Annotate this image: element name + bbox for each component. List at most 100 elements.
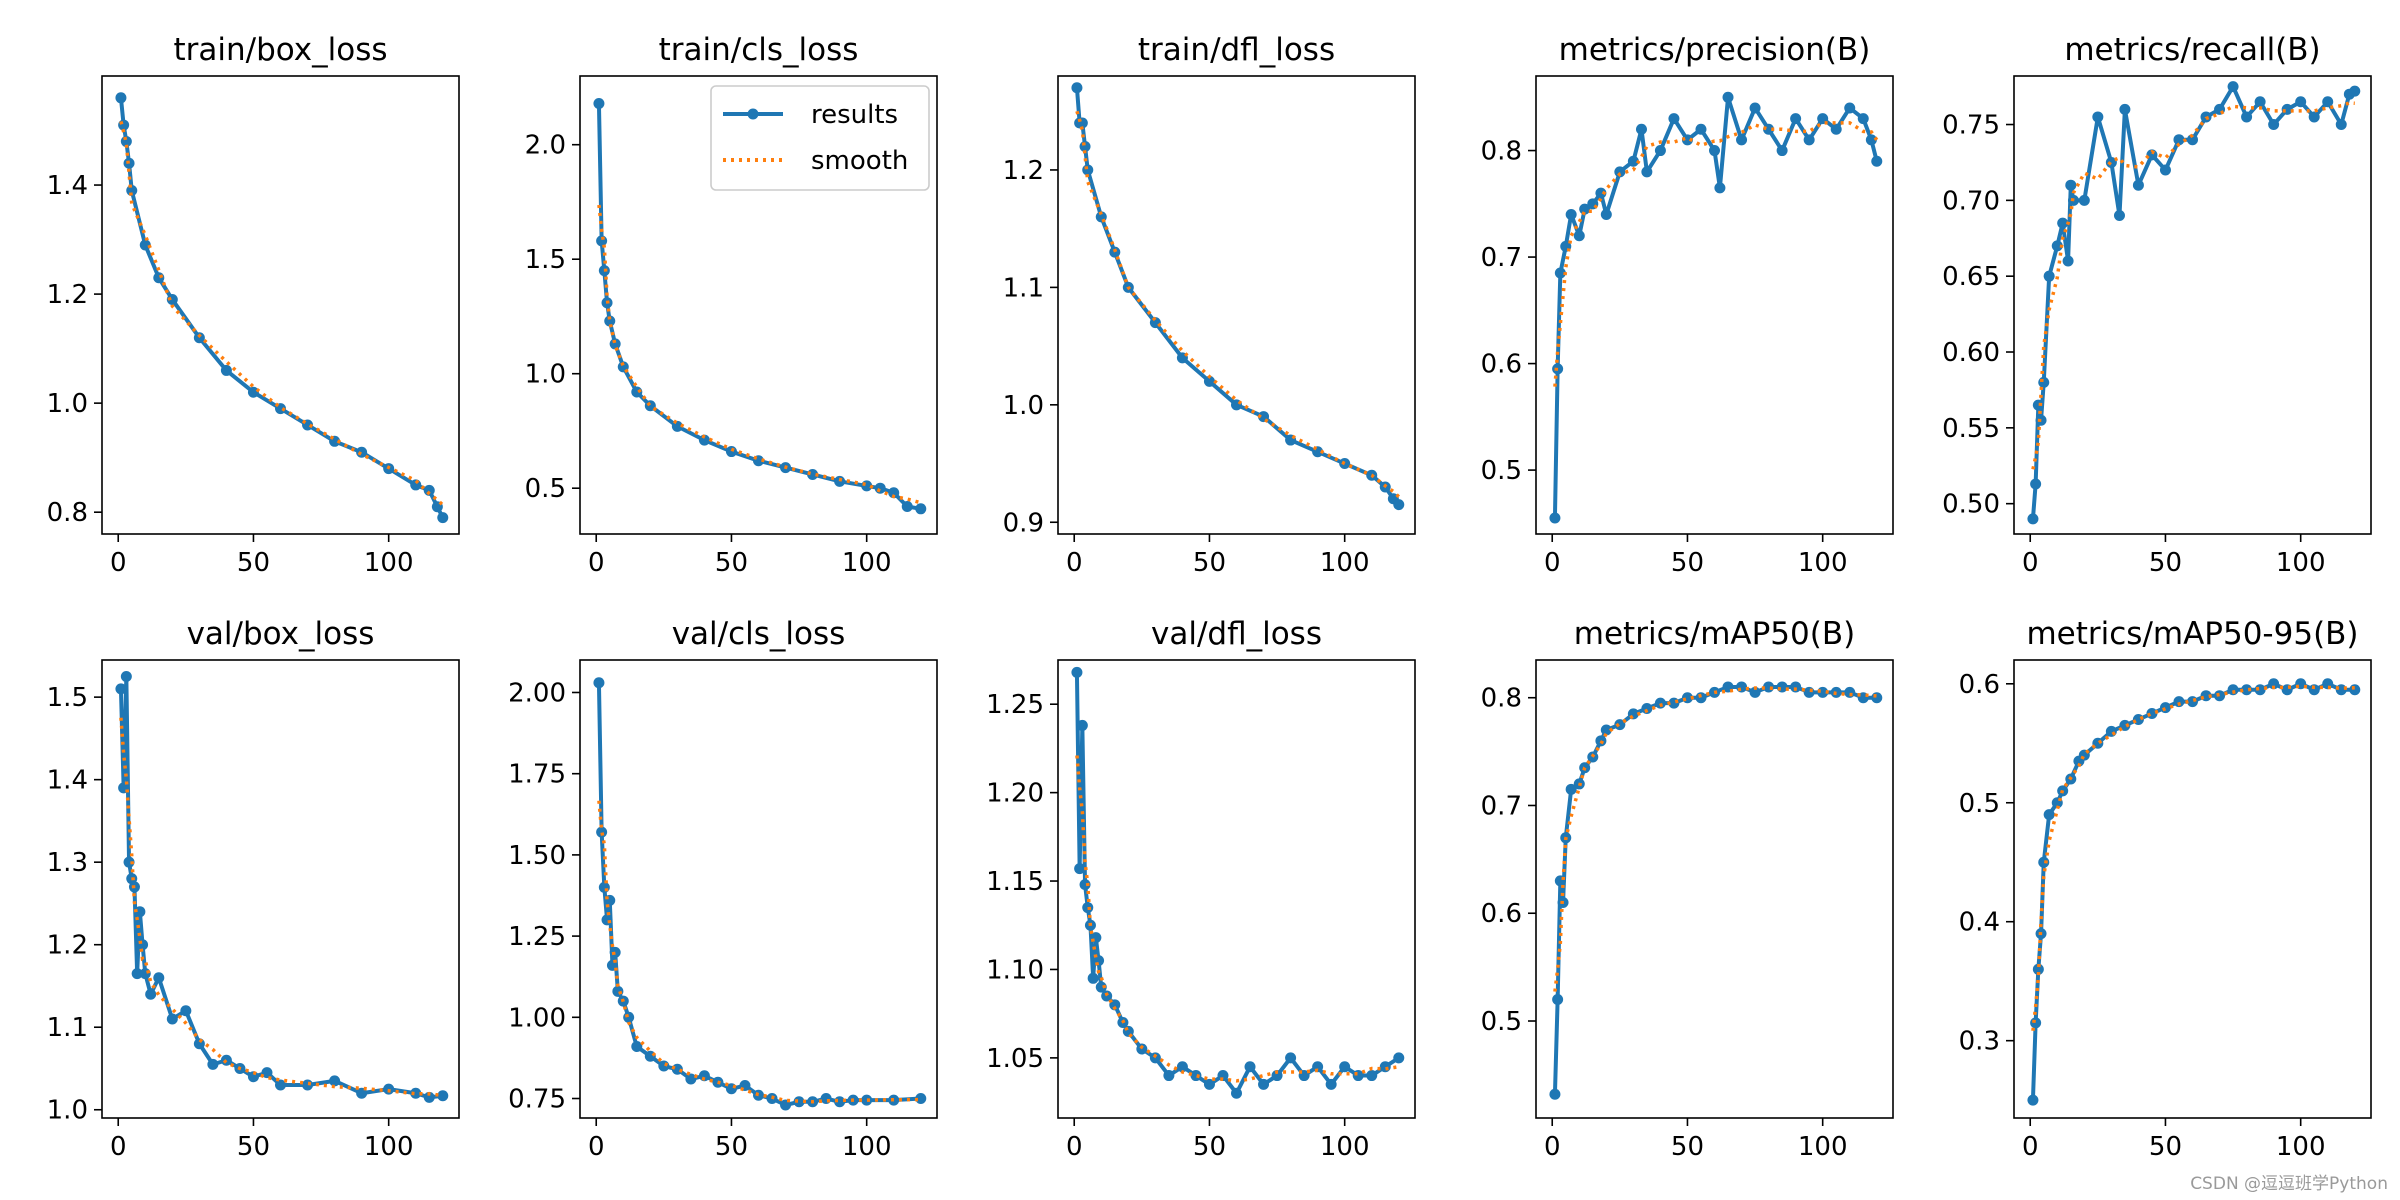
y-tick-label: 0.5 (1481, 456, 1522, 486)
results-point (2308, 684, 2320, 696)
results-point (1565, 783, 1577, 795)
y-tick-label: 1.0 (525, 360, 566, 390)
x-tick-label: 100 (2276, 1132, 2326, 1162)
results-point (1176, 1061, 1188, 1073)
results-point (1095, 981, 1107, 993)
y-tick-label: 1.0 (47, 1096, 88, 1126)
results-point (1366, 1070, 1378, 1082)
results-point (2349, 85, 2361, 97)
axes-frame (2013, 659, 2372, 1119)
results-point (180, 1005, 192, 1017)
results-point (1109, 246, 1121, 258)
results-point (137, 939, 149, 951)
y-tick-label: 0.60 (1942, 338, 2000, 368)
results-point (1076, 719, 1088, 731)
results-point (2092, 111, 2104, 123)
y-tick-label: 0.4 (1959, 908, 2000, 938)
results-line (1552, 95, 1879, 519)
results-point (193, 1038, 205, 1050)
y-tick-label: 0.7 (1481, 243, 1522, 273)
results-line (1074, 672, 1400, 1096)
subplot-title: train/dfl_loss (1138, 32, 1335, 68)
y-tick-label: 1.4 (47, 171, 88, 201)
results-point (1749, 102, 1761, 114)
x-tick-label: 50 (237, 1132, 270, 1162)
y-tick-label: 1.5 (525, 245, 566, 275)
results-point (2241, 684, 2253, 696)
x-tick-label: 50 (1671, 548, 1704, 578)
results-point (2173, 134, 2185, 146)
results-point (1776, 145, 1788, 157)
results-point (2254, 96, 2266, 108)
results-point (2241, 111, 2253, 123)
x-tick-label: 50 (2149, 1132, 2182, 1162)
results-point (901, 501, 913, 513)
results-point (685, 1073, 697, 1085)
results-point (2113, 210, 2125, 222)
results-point (1803, 134, 1815, 146)
results-point (604, 315, 616, 327)
results-point (2146, 149, 2158, 161)
y-tick-label: 1.10 (986, 955, 1044, 985)
y-tick-label: 0.75 (1942, 111, 2000, 141)
results-point (2268, 119, 2280, 131)
results-point (1614, 166, 1626, 178)
y-tick-label: 1.0 (1003, 391, 1044, 421)
smooth-line (119, 120, 444, 507)
axes-frame (101, 659, 460, 1119)
results-point (2105, 156, 2117, 168)
results-line (1552, 684, 1877, 1095)
y-tick-label: 0.70 (1942, 186, 2000, 216)
results-line (118, 97, 445, 519)
x-tick-label: 0 (1544, 548, 1561, 578)
y-tick-label: 0.8 (47, 498, 88, 528)
results-point (1079, 879, 1091, 891)
subplot-metrics-map50-95-b-: metrics/mAP50-95(B) 0 50 100 0.3 0.4 0.5 0.6 (1959, 616, 2372, 1162)
subplot-val-box-loss: val/box_loss 0 50 100 1.0 1.1 1.2 1.3 1.4 1.5 (47, 616, 460, 1162)
x-tick-label: 50 (2149, 548, 2182, 578)
results-point (1614, 719, 1626, 731)
smooth-line (1553, 121, 1879, 387)
results-point (1635, 123, 1647, 135)
axes-frame (579, 75, 938, 535)
results-point (593, 97, 605, 109)
y-tick-label: 0.5 (1959, 789, 2000, 819)
results-point (2105, 725, 2117, 737)
results-point (2051, 240, 2063, 252)
results-point (1722, 91, 1734, 103)
results-point (2043, 809, 2055, 821)
y-tick-label: 1.0 (47, 389, 88, 419)
x-tick-label: 100 (1798, 548, 1848, 578)
x-tick-label: 0 (588, 1132, 605, 1162)
subplot-val-cls-loss: val/cls_loss 0 50 100 0.75 1.00 1.25 1.50 1.75 2.… (508, 616, 938, 1162)
subplot-metrics-map50-b-: metrics/mAP50(B) 0 50 100 0.5 0.6 0.7 0.8 (1481, 616, 1894, 1162)
smooth-line (119, 717, 443, 1098)
results-point (2322, 678, 2334, 690)
results-point (153, 972, 165, 984)
x-tick-label: 100 (364, 548, 414, 578)
x-tick-label: 50 (237, 548, 270, 578)
y-tick-label: 0.5 (1481, 1007, 1522, 1037)
results-point (153, 272, 165, 284)
y-tick-label: 0.65 (1942, 262, 2000, 292)
results-point (1830, 123, 1842, 135)
results-point (1668, 113, 1680, 125)
results-point (2027, 513, 2039, 525)
axes-frame (1057, 659, 1416, 1119)
results-point (1549, 512, 1561, 524)
results-point (1163, 1070, 1175, 1082)
results-point (2032, 399, 2044, 411)
y-tick-label: 1.25 (508, 922, 566, 952)
y-tick-label: 1.2 (47, 931, 88, 961)
x-tick-label: 100 (1798, 1132, 1848, 1162)
results-point (725, 446, 737, 458)
results-point (1790, 113, 1802, 125)
results-point (1627, 155, 1639, 167)
results-line (2030, 681, 2355, 1101)
results-point (2254, 684, 2266, 696)
y-tick-label: 1.20 (986, 779, 1044, 809)
results-point (1190, 1070, 1202, 1082)
y-tick-label: 0.9 (1003, 508, 1044, 538)
subplot-title: metrics/recall(B) (2064, 32, 2320, 68)
results-point (1109, 999, 1121, 1011)
